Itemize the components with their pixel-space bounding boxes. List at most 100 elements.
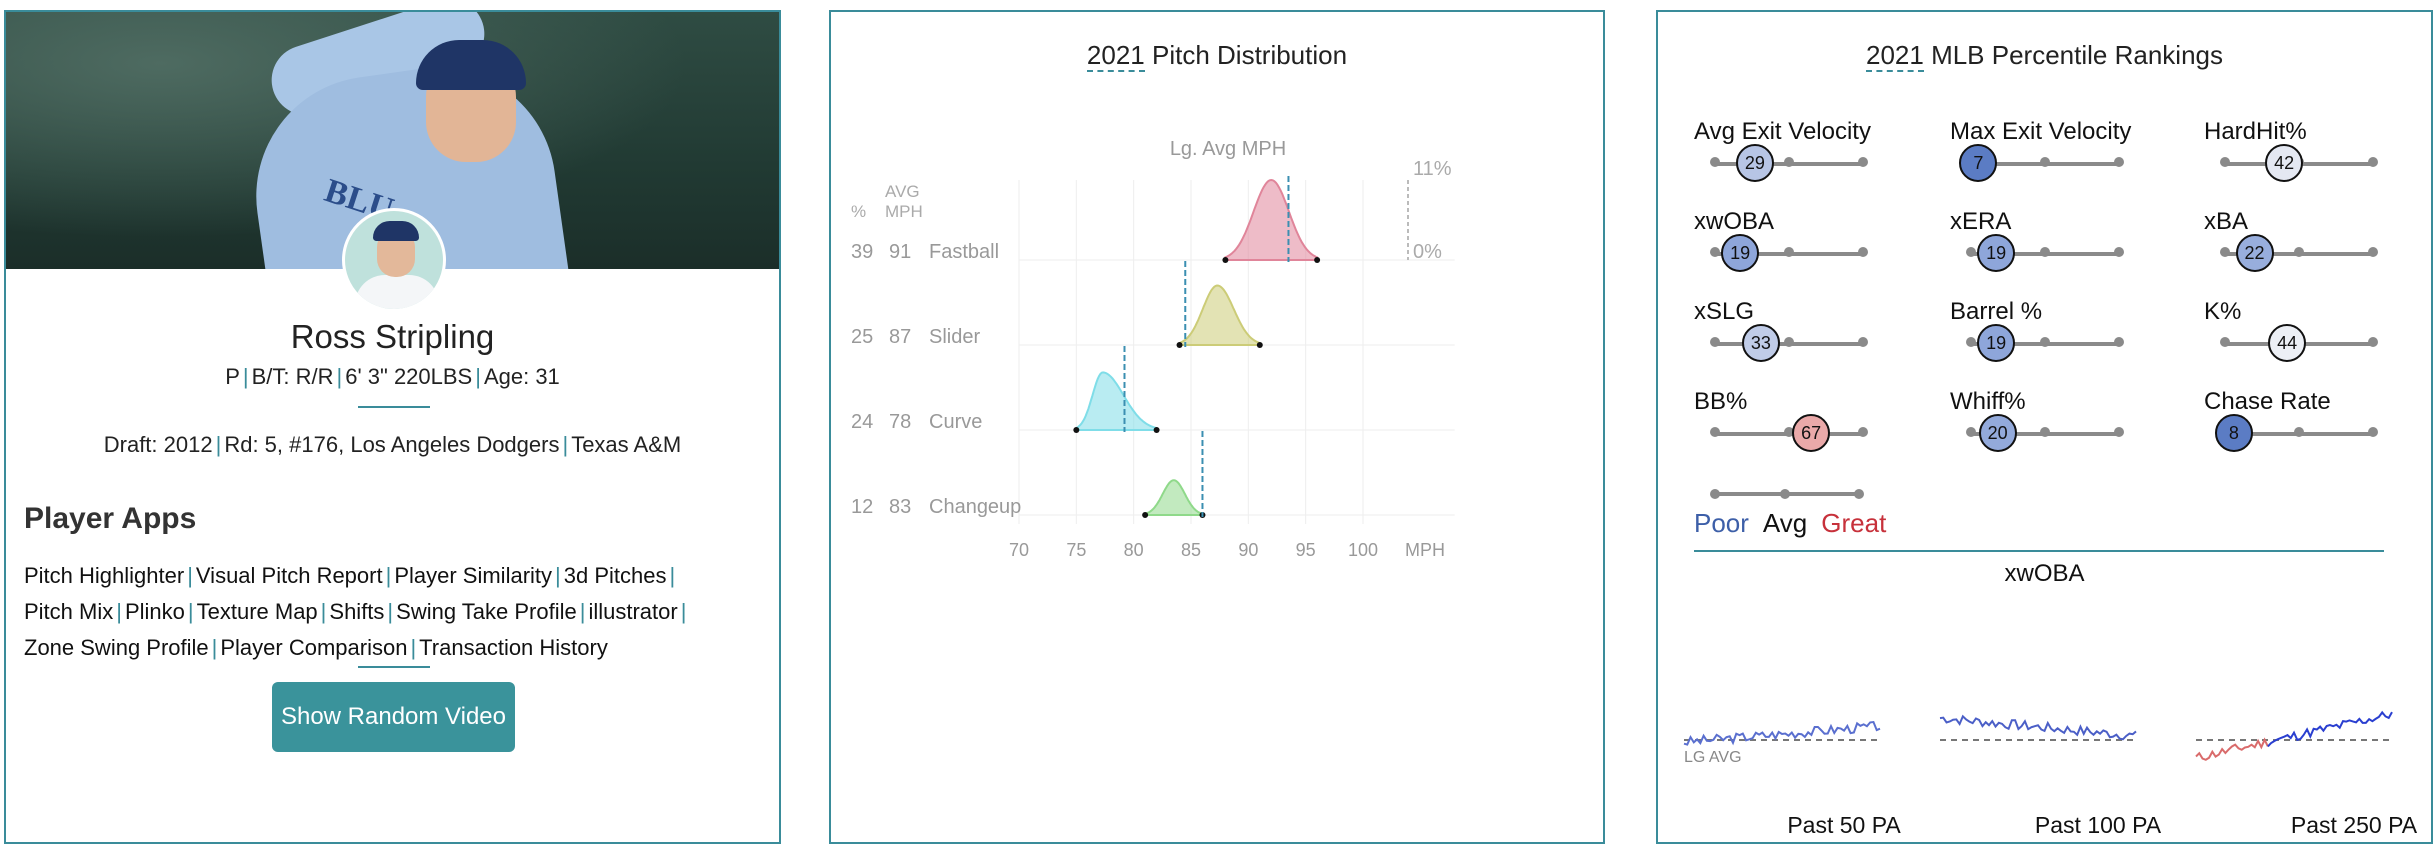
percentile-legend: Poor Avg Great [1694, 508, 1886, 539]
xwoba-rolling-title: xwOBA [2004, 560, 2085, 587]
pitch-name: Fastball [929, 241, 999, 263]
metric-label: xwOBA [1694, 208, 1775, 235]
col-mph-header: MPH [885, 202, 923, 221]
app-link-shifts[interactable]: Shifts [329, 599, 385, 624]
app-link-visual-pitch-report[interactable]: Visual Pitch Report [195, 563, 383, 588]
spark-label-100: Past 100 PA [2034, 812, 2162, 838]
app-link-plinko[interactable]: Plinko [124, 599, 185, 624]
percentile-marker: 19 [1977, 234, 2016, 272]
xwoba-trend-line [1683, 720, 1881, 746]
track-tick [1966, 247, 1976, 257]
percentile-metric: HardHit% 42 [2204, 118, 2424, 198]
x-tick-label: 70 [1009, 540, 1029, 560]
legend-avg: Avg [1762, 508, 1808, 538]
app-link-pitch-highlighter[interactable]: Pitch Highlighter [24, 563, 185, 588]
metric-label: xSLG [1694, 298, 1755, 325]
app-link-player-comparison[interactable]: Player Comparison [220, 635, 408, 660]
player-card: BLU Ross Stripling P | B/T: R/R | 6' 3" 220L… [4, 10, 781, 844]
app-link-transaction-history[interactable]: Transaction History [419, 635, 608, 660]
metric-label: xERA [1950, 208, 2012, 235]
show-random-video-button[interactable]: Show Random Video [272, 682, 515, 752]
xwoba-trend-line-below [2195, 737, 2269, 761]
divider [358, 666, 430, 668]
track-tick [1710, 247, 1720, 257]
x-unit-label: MPH [1405, 540, 1445, 560]
track-tick [2114, 247, 2124, 257]
app-link-swing-take-profile[interactable]: Swing Take Profile [396, 599, 577, 624]
track-tick [1784, 427, 1794, 437]
track-tick [1784, 157, 1794, 167]
scale-top-label: 11% [1413, 158, 1452, 180]
density-endpoint [1222, 257, 1229, 263]
percentile-metric: Whiff% 20 [1950, 388, 2170, 468]
app-link-texture-map[interactable]: Texture Map [196, 599, 318, 624]
xwoba-trend-line [2267, 710, 2393, 748]
player-height-weight: 6' 3" 220LBS [345, 364, 473, 389]
x-tick-label: 90 [1238, 540, 1258, 560]
track-tick [1858, 337, 1868, 347]
pitch-pct: 24 [851, 411, 873, 433]
density-endpoint [1073, 427, 1080, 433]
app-link-player-similarity[interactable]: Player Similarity [394, 563, 553, 588]
track-tick [2368, 247, 2378, 257]
track-tick [2368, 427, 2378, 437]
track-tick [2040, 247, 2050, 257]
lg-avg-mph-label: Lg. Avg MPH [1170, 138, 1286, 160]
pitch-density-slider [1178, 284, 1261, 346]
track-tick [2114, 427, 2124, 437]
density-endpoint [1153, 427, 1160, 433]
track-tick [1710, 157, 1720, 167]
percentile-marker: 7 [1959, 144, 1998, 182]
player-bats-throws: B/T: R/R [251, 364, 334, 389]
x-tick-label: 80 [1124, 540, 1144, 560]
track-tick [2114, 337, 2124, 347]
year-selector[interactable]: 2021 [1086, 40, 1145, 72]
player-draft-info: Draft: 2012 | Rd: 5, #176, Los Angeles Dod… [103, 432, 682, 457]
track-tick [2040, 337, 2050, 347]
pitch-avg-mph: 83 [889, 496, 911, 518]
percentile-marker: 67 [1792, 414, 1831, 452]
app-link-illustrator[interactable]: illustrator [588, 599, 678, 624]
track-tick [1858, 427, 1868, 437]
track-tick [1858, 157, 1868, 167]
percentile-metric: Barrel % 19 [1950, 298, 2170, 378]
pitch-avg-mph: 87 [889, 326, 911, 348]
metric-label: K% [2204, 298, 2242, 325]
lg-avg-label: LG AVG [1684, 749, 1742, 766]
percentile-marker: 33 [1741, 324, 1780, 362]
percentile-metric: Max Exit Velocity 7 [1950, 118, 2170, 198]
density-endpoint [1256, 342, 1263, 348]
metric-label: Barrel % [1950, 298, 2043, 325]
draft-year: 2012 [163, 432, 213, 457]
percentile-marker: 29 [1735, 144, 1774, 182]
density-endpoint [1314, 257, 1321, 263]
x-tick-label: 85 [1181, 540, 1201, 560]
scale-bottom-label: 0% [1413, 241, 1442, 263]
percentile-marker: 42 [2265, 144, 2304, 182]
divider [1694, 550, 2384, 552]
app-link-3d-pitches[interactable]: 3d Pitches [563, 563, 667, 588]
player-apps-heading: Player Apps [24, 502, 197, 535]
app-link-pitch-mix[interactable]: Pitch Mix [24, 599, 114, 624]
percentile-metric: Chase Rate 8 [2204, 388, 2424, 468]
metric-label: Whiff% [1950, 388, 2026, 415]
pitch-name: Changeup [929, 496, 1021, 518]
year-selector[interactable]: 2021 [1866, 40, 1924, 72]
draft-team: Los Angeles Dodgers [350, 432, 560, 457]
draft-pick: Rd: 5, #176, [224, 432, 345, 457]
percentile-rankings-title-text: MLB Percentile Rankings [1923, 40, 2223, 70]
col-avg-header: AVG [885, 182, 920, 201]
legend-great: Great [1821, 508, 1887, 538]
pitch-density-changeup [1144, 479, 1204, 516]
percentile-marker: 22 [2235, 234, 2274, 272]
app-link-zone-swing-profile[interactable]: Zone Swing Profile [24, 635, 209, 660]
legend-poor: Poor [1694, 508, 1749, 538]
player-age: Age: 31 [483, 364, 560, 389]
percentile-metric: xSLG 33 [1694, 298, 1914, 378]
percentile-marker: 8 [2214, 414, 2253, 452]
metric-label: Avg Exit Velocity [1694, 118, 1871, 145]
pitch-pct: 25 [851, 326, 873, 348]
pitch-avg-mph: 91 [889, 241, 911, 263]
track-tick [1710, 427, 1720, 437]
percentile-rankings-panel: 2021 MLB Percentile Rankings Avg Exit Ve… [1656, 10, 2433, 844]
